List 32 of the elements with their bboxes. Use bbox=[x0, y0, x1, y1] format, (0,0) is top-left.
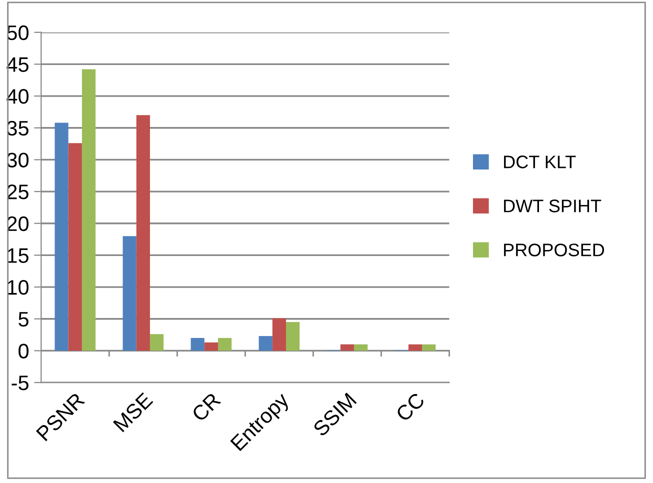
y-tick-label: 30 bbox=[6, 152, 29, 168]
y-tick-label: 40 bbox=[6, 89, 29, 104]
bar bbox=[122, 236, 136, 351]
bar bbox=[218, 338, 232, 351]
bar bbox=[190, 338, 204, 351]
x-tick-label: CC bbox=[395, 392, 426, 422]
bar bbox=[422, 344, 436, 351]
y-tick-label: 35 bbox=[6, 120, 28, 136]
bar bbox=[204, 342, 218, 351]
bar bbox=[408, 344, 422, 351]
x-tick-label: CR bbox=[191, 392, 222, 422]
y-tick-label: 10 bbox=[8, 280, 29, 295]
y-tick-label: 20 bbox=[7, 216, 29, 232]
y-tick-label: 5 bbox=[18, 312, 28, 327]
y-tick-label: 15 bbox=[8, 248, 28, 263]
bar bbox=[340, 344, 354, 351]
y-tick-label: 0 bbox=[18, 344, 29, 358]
legend-label: PROPOSED bbox=[504, 244, 604, 256]
bar bbox=[54, 122, 68, 351]
y-tick-label: 25 bbox=[7, 184, 28, 200]
y-tick-label: -5 bbox=[12, 376, 28, 390]
bar bbox=[354, 344, 368, 351]
bar bbox=[82, 69, 96, 351]
bar bbox=[286, 322, 300, 351]
legend-label: DWT SPIHT bbox=[504, 200, 602, 212]
bar bbox=[136, 115, 150, 351]
y-tick-label: 45 bbox=[6, 57, 28, 72]
legend-label: DCT KLT bbox=[504, 156, 576, 168]
bar bbox=[258, 336, 272, 351]
bar bbox=[150, 334, 164, 351]
bar bbox=[272, 318, 286, 351]
bar bbox=[68, 143, 82, 351]
